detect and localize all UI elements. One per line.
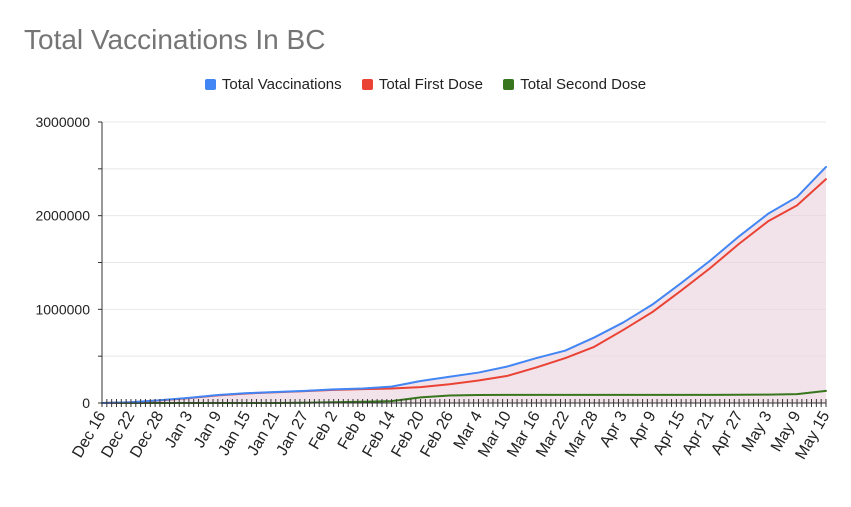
chart-title: Total Vaccinations In BC xyxy=(24,24,326,55)
y-tick-label: 2000000 xyxy=(35,208,90,224)
x-tick-label: Jan 3 xyxy=(162,408,196,450)
axis-layer xyxy=(98,121,827,407)
legend-label-total-first-dose: Total First Dose xyxy=(378,76,484,93)
y-tick-labels: 0 1000000 2000000 3000000 xyxy=(35,114,90,411)
legend-swatch-total-second-dose xyxy=(503,79,515,90)
x-tick-label: Apr 3 xyxy=(597,408,631,450)
y-tick-label: 3000000 xyxy=(35,114,90,130)
chart-legend: Total Vaccinations Total First Dose Tota… xyxy=(0,76,851,93)
area-total-vaccinations xyxy=(102,166,826,403)
area-layer xyxy=(102,166,826,403)
y-tick-label: 0 xyxy=(82,395,90,411)
legend-item-total-vaccinations[interactable]: Total Vaccinations xyxy=(204,76,342,93)
legend-label-total-second-dose: Total Second Dose xyxy=(520,76,647,93)
series-line-total-vaccinations xyxy=(101,165,827,404)
x-tick-label: Feb 2 xyxy=(306,408,341,452)
legend-label-total-vaccinations: Total Vaccinations xyxy=(221,76,342,93)
y-tick-label: 1000000 xyxy=(35,301,90,317)
legend-item-total-second-dose[interactable]: Total Second Dose xyxy=(503,76,646,93)
legend-swatch-total-first-dose xyxy=(361,79,373,90)
legend-swatch-total-vaccinations xyxy=(204,79,216,90)
legend-item-total-first-dose[interactable]: Total First Dose xyxy=(361,76,484,93)
